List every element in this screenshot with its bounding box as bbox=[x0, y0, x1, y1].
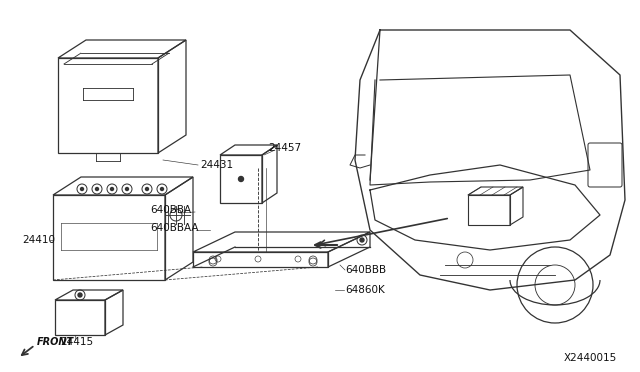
Circle shape bbox=[78, 293, 82, 297]
Text: X2440015: X2440015 bbox=[563, 353, 616, 363]
Circle shape bbox=[161, 187, 163, 190]
Text: 640BBA: 640BBA bbox=[150, 205, 191, 215]
Circle shape bbox=[145, 187, 148, 190]
Circle shape bbox=[239, 176, 243, 182]
Text: 24457: 24457 bbox=[268, 143, 301, 153]
Text: 640BBAA: 640BBAA bbox=[150, 223, 198, 233]
Circle shape bbox=[125, 187, 129, 190]
Text: FRONT: FRONT bbox=[37, 337, 74, 347]
Circle shape bbox=[360, 238, 364, 242]
Text: 24415: 24415 bbox=[60, 337, 93, 347]
Circle shape bbox=[111, 187, 113, 190]
Text: 64860K: 64860K bbox=[345, 285, 385, 295]
Text: 640BBB: 640BBB bbox=[345, 265, 386, 275]
Circle shape bbox=[95, 187, 99, 190]
Text: 24410: 24410 bbox=[22, 235, 55, 245]
Text: 24431: 24431 bbox=[200, 160, 233, 170]
Circle shape bbox=[81, 187, 83, 190]
